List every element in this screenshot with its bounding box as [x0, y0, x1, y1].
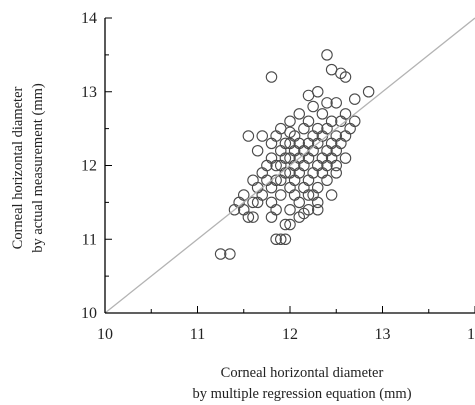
data-point — [325, 115, 338, 128]
data-point — [298, 207, 310, 220]
data-point — [288, 130, 301, 142]
data-point — [302, 115, 315, 128]
data-point — [251, 145, 264, 157]
data-point — [265, 152, 278, 164]
data-point — [274, 145, 287, 157]
data-point — [247, 174, 259, 187]
data-point — [321, 49, 333, 61]
data-point — [238, 189, 250, 201]
x-tick-label: 10 — [97, 326, 113, 343]
y-axis-title-line1: Corneal horizontal diameter — [10, 87, 26, 250]
data-point — [251, 196, 264, 209]
data-point — [348, 115, 361, 128]
data-point — [265, 137, 278, 150]
data-point — [293, 108, 305, 120]
data-point — [265, 196, 278, 209]
data-point — [279, 218, 292, 231]
x-tick-label: 14 — [467, 326, 475, 343]
x-tick-label: 12 — [282, 326, 298, 343]
data-point — [270, 204, 282, 216]
data-point — [265, 181, 278, 194]
data-point — [330, 159, 342, 172]
data-point — [270, 130, 282, 142]
x-tick-label: 13 — [375, 326, 391, 343]
y-tick-label: 10 — [81, 305, 97, 322]
data-point — [256, 167, 268, 179]
x-axis-title-line2: by multiple regression equation (mm) — [192, 386, 411, 402]
data-point — [274, 174, 287, 187]
data-point — [284, 115, 296, 128]
data-point — [321, 174, 333, 187]
data-point — [298, 181, 310, 194]
data-point — [247, 211, 259, 223]
data-point — [279, 137, 292, 150]
data-point — [270, 159, 282, 172]
data-point — [224, 248, 236, 260]
data-point — [265, 211, 278, 223]
data-point — [293, 196, 305, 209]
data-point — [265, 71, 278, 83]
data-point — [274, 159, 287, 172]
data-point — [321, 97, 333, 109]
data-point — [274, 189, 287, 201]
data-point — [330, 97, 342, 109]
data-point — [348, 93, 361, 105]
data-point — [311, 181, 324, 194]
data-point — [274, 233, 287, 246]
data-point — [279, 152, 292, 164]
data-point — [247, 196, 259, 209]
data-point — [302, 189, 315, 201]
data-point — [330, 167, 342, 179]
data-point — [344, 122, 356, 135]
data-point — [256, 130, 268, 142]
identity-reference-line — [104, 17, 475, 314]
data-point — [307, 100, 319, 113]
data-point — [335, 67, 347, 80]
data-point — [288, 189, 301, 201]
data-point — [339, 71, 352, 83]
y-tick-label: 12 — [81, 158, 97, 175]
data-point — [362, 86, 375, 98]
data-point — [284, 126, 296, 139]
data-point — [316, 108, 329, 120]
x-tick-label: 11 — [190, 326, 205, 343]
data-point — [339, 108, 352, 120]
y-axis-title-line2: by actual measurement (mm) — [30, 83, 46, 253]
data-point — [302, 174, 315, 187]
y-tick-label: 14 — [81, 10, 97, 27]
data-point — [270, 233, 282, 246]
data-point — [242, 130, 255, 142]
data-point — [228, 204, 241, 216]
data-point — [298, 122, 310, 135]
data-point — [284, 204, 296, 216]
y-tick-label: 13 — [81, 84, 97, 101]
data-point — [288, 174, 301, 187]
data-point — [311, 204, 324, 216]
data-point — [242, 211, 255, 223]
data-point — [325, 189, 338, 201]
data-point — [293, 211, 305, 223]
data-point — [284, 181, 296, 194]
data-point — [256, 189, 268, 201]
data-point — [284, 218, 296, 231]
data-point — [339, 152, 352, 164]
y-tick-label: 11 — [82, 231, 97, 248]
data-point — [307, 189, 319, 201]
data-point — [214, 248, 227, 260]
x-axis-title-line1: Corneal horizontal diameter — [221, 365, 384, 381]
data-point — [302, 89, 315, 102]
data-point — [279, 233, 292, 246]
